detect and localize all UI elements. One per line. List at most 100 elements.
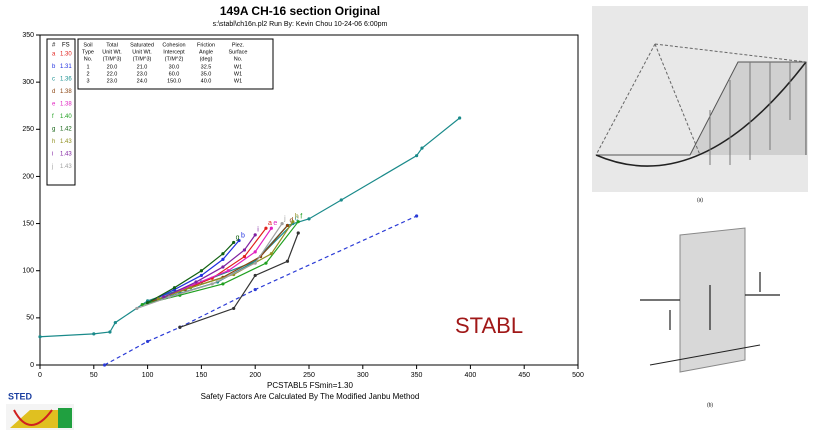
x-tick-label: 250	[303, 372, 315, 379]
series-point	[135, 306, 139, 311]
table-cell: 35.0	[201, 71, 212, 77]
table-cell: 24.0	[137, 78, 148, 84]
legend-entry: c	[52, 77, 55, 83]
table-cell: 20.0	[107, 64, 118, 70]
chart-note: Safety Factors Are Calculated By The Mod…	[201, 392, 420, 401]
legend-entry: a	[52, 52, 56, 58]
figure-caption: (a)	[697, 197, 703, 203]
x-tick-label: 50	[90, 372, 98, 379]
series-point	[232, 240, 236, 245]
series-point	[221, 282, 225, 286]
series-point	[167, 295, 171, 299]
table-header: (T/M^3)	[103, 56, 122, 62]
series-point	[194, 280, 198, 284]
series-point	[264, 261, 268, 265]
legend-entry: 1.30	[60, 52, 72, 58]
series-point	[253, 287, 257, 292]
table-cell: 1	[86, 64, 89, 70]
series-point	[172, 286, 177, 290]
series-point	[162, 295, 166, 299]
legend-box	[46, 38, 76, 186]
legend-entry: 1.43	[60, 164, 72, 170]
y-tick-label: 150	[22, 220, 34, 227]
legend-entry: 1.38	[60, 102, 72, 108]
series-point	[269, 252, 273, 256]
series-point	[221, 265, 225, 269]
series-point	[108, 330, 112, 334]
series-point	[415, 214, 419, 218]
table-header: Friction	[197, 42, 215, 48]
series-line	[39, 117, 461, 338]
logo: STED	[6, 391, 74, 430]
x-tick-label: 350	[411, 372, 423, 379]
x-tick-label: 450	[518, 372, 530, 379]
legend-entry: h	[52, 139, 55, 145]
legend-entry: 1.43	[60, 139, 72, 145]
curve-label: h	[295, 214, 299, 221]
y-tick-label: 0	[30, 362, 34, 369]
table-header: No.	[234, 56, 243, 62]
legend-entry: 1.38	[60, 89, 72, 95]
chart-subtitle: s:\stabl\ch16n.pl2 Run By: Kevin Chou 10…	[213, 21, 388, 28]
x-tick-label: 500	[572, 372, 584, 379]
series-point	[210, 282, 214, 286]
table-header: Cohesion	[162, 42, 185, 48]
series-point	[199, 269, 203, 273]
legend-entry: 1.40	[60, 114, 72, 120]
series-point	[221, 252, 225, 256]
table-cell: 22.0	[107, 71, 118, 77]
series-point	[92, 332, 96, 336]
table-header: Type	[82, 49, 94, 55]
y-tick-label: 350	[22, 32, 34, 39]
series-point	[264, 226, 268, 230]
table-header: (deg)	[200, 56, 213, 62]
table-cell: 40.0	[201, 78, 212, 84]
table-cell: 32.5	[201, 64, 212, 70]
table-cell: 30.0	[169, 64, 180, 70]
series-point	[253, 273, 257, 278]
logo-label: STED	[8, 391, 33, 401]
y-tick-label: 200	[22, 173, 34, 180]
series-point	[291, 220, 295, 224]
curve-label: g	[236, 234, 240, 241]
curve-label: b	[241, 232, 245, 239]
series-point	[226, 269, 230, 273]
y-tick-label: 250	[22, 126, 34, 133]
table-cell: W1	[234, 78, 242, 84]
legend-entry: 1.36	[60, 77, 72, 83]
series-point	[269, 226, 273, 230]
x-tick-label: 300	[357, 372, 369, 379]
legend-entry: e	[52, 102, 56, 108]
series-point	[296, 231, 300, 235]
series-point	[285, 223, 290, 228]
legend-entry: 1.43	[60, 152, 72, 158]
table-cell: 150.0	[167, 78, 181, 84]
series-point	[146, 339, 150, 344]
x-tick-label: 150	[196, 372, 208, 379]
series-point	[242, 248, 247, 252]
figure-b: (b)	[640, 227, 780, 408]
series-point	[38, 335, 42, 339]
series-point	[296, 220, 300, 224]
curve-label: j	[283, 215, 286, 222]
series-point	[285, 259, 290, 263]
figure-a: (a)	[592, 6, 808, 203]
x-tick-label: 0	[38, 372, 42, 379]
y-tick-label: 300	[22, 79, 34, 86]
soil-table-box	[77, 38, 274, 90]
curve-label: i	[257, 227, 259, 234]
table-cell: 21.0	[137, 64, 148, 70]
curve-label: d	[289, 217, 293, 224]
series-point	[113, 320, 117, 325]
table-cell: 23.0	[137, 71, 148, 77]
curve-label: a	[268, 220, 272, 227]
legend-entry: i	[52, 152, 53, 158]
x-tick-label: 100	[142, 372, 154, 379]
y-tick-label: 50	[26, 315, 34, 322]
series-point	[156, 297, 160, 301]
series-line	[179, 232, 299, 328]
table-cell: 2	[86, 71, 89, 77]
series-point	[253, 250, 257, 254]
series-point	[458, 116, 462, 120]
